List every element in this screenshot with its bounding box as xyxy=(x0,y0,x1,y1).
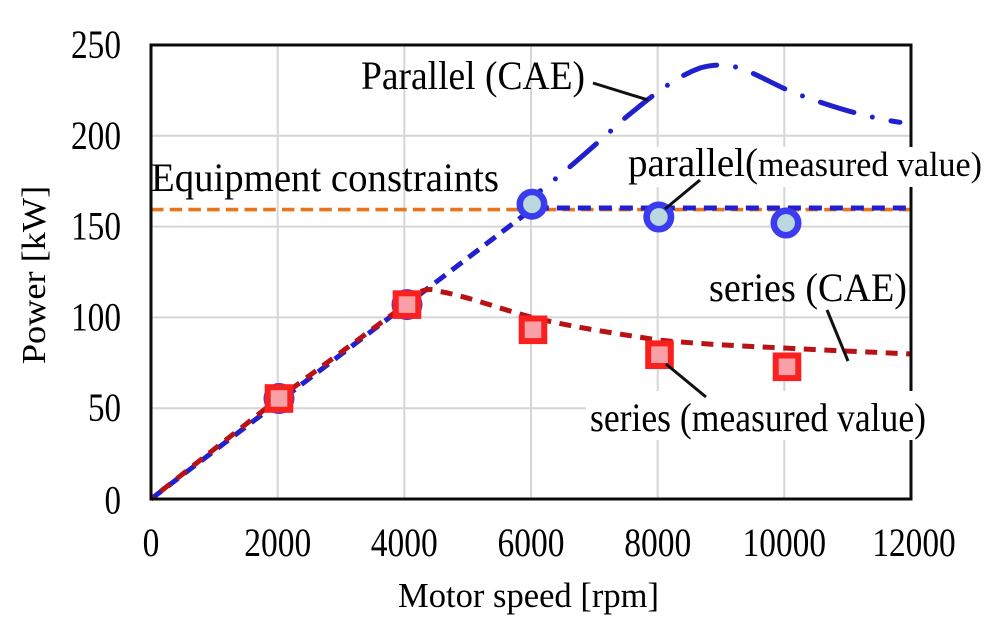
svg-text:measured value): measured value) xyxy=(758,145,982,184)
svg-text:200: 200 xyxy=(71,113,121,158)
svg-text:250: 250 xyxy=(71,22,121,67)
svg-text:4000: 4000 xyxy=(371,520,438,565)
svg-text:10000: 10000 xyxy=(743,520,827,565)
svg-text:2000: 2000 xyxy=(244,520,311,565)
svg-text:8000: 8000 xyxy=(624,520,691,565)
svg-text:series (CAE): series (CAE) xyxy=(709,265,907,310)
svg-text:Equipment constraints: Equipment constraints xyxy=(151,155,499,200)
svg-text:6000: 6000 xyxy=(498,520,565,565)
svg-text:parallel(: parallel( xyxy=(628,140,758,185)
svg-text:Motor speed [rpm]: Motor speed [rpm] xyxy=(398,576,659,615)
svg-text:12000: 12000 xyxy=(872,520,956,565)
svg-text:0: 0 xyxy=(105,478,122,523)
svg-text:series (measured value): series (measured value) xyxy=(590,395,926,440)
svg-text:0: 0 xyxy=(143,520,160,565)
svg-text:100: 100 xyxy=(71,294,121,339)
svg-text:150: 150 xyxy=(71,204,121,249)
svg-text:Parallel (CAE): Parallel (CAE) xyxy=(361,53,585,98)
svg-text:50: 50 xyxy=(88,385,121,430)
svg-text:Power [kW]: Power [kW] xyxy=(16,186,53,364)
